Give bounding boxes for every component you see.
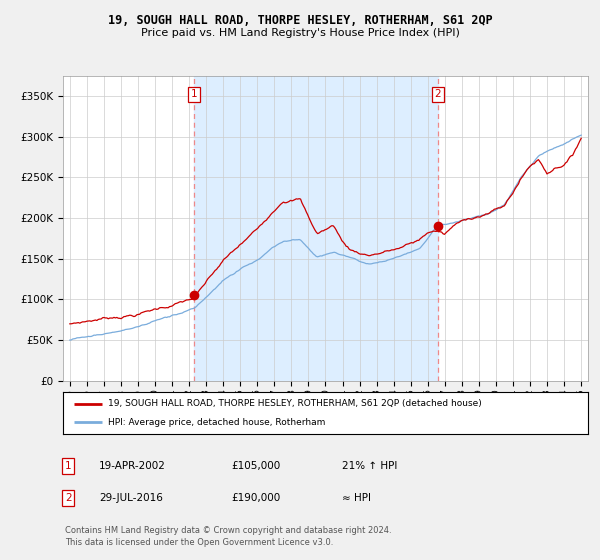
Text: 1: 1 — [65, 461, 71, 471]
Text: ≈ HPI: ≈ HPI — [342, 493, 371, 503]
Text: Price paid vs. HM Land Registry's House Price Index (HPI): Price paid vs. HM Land Registry's House … — [140, 28, 460, 38]
Text: £105,000: £105,000 — [231, 461, 280, 471]
Text: Contains HM Land Registry data © Crown copyright and database right 2024.
This d: Contains HM Land Registry data © Crown c… — [65, 526, 391, 547]
Text: 19, SOUGH HALL ROAD, THORPE HESLEY, ROTHERHAM, S61 2QP (detached house): 19, SOUGH HALL ROAD, THORPE HESLEY, ROTH… — [107, 399, 481, 408]
Text: 2: 2 — [434, 90, 441, 99]
Bar — [194, 76, 437, 381]
Text: 21% ↑ HPI: 21% ↑ HPI — [342, 461, 397, 471]
Text: 1: 1 — [191, 90, 197, 99]
Text: 19-APR-2002: 19-APR-2002 — [99, 461, 166, 471]
Text: 19, SOUGH HALL ROAD, THORPE HESLEY, ROTHERHAM, S61 2QP: 19, SOUGH HALL ROAD, THORPE HESLEY, ROTH… — [107, 14, 493, 27]
Text: 2: 2 — [65, 493, 71, 503]
Text: £190,000: £190,000 — [231, 493, 280, 503]
Text: 29-JUL-2016: 29-JUL-2016 — [99, 493, 163, 503]
Text: HPI: Average price, detached house, Rotherham: HPI: Average price, detached house, Roth… — [107, 418, 325, 427]
